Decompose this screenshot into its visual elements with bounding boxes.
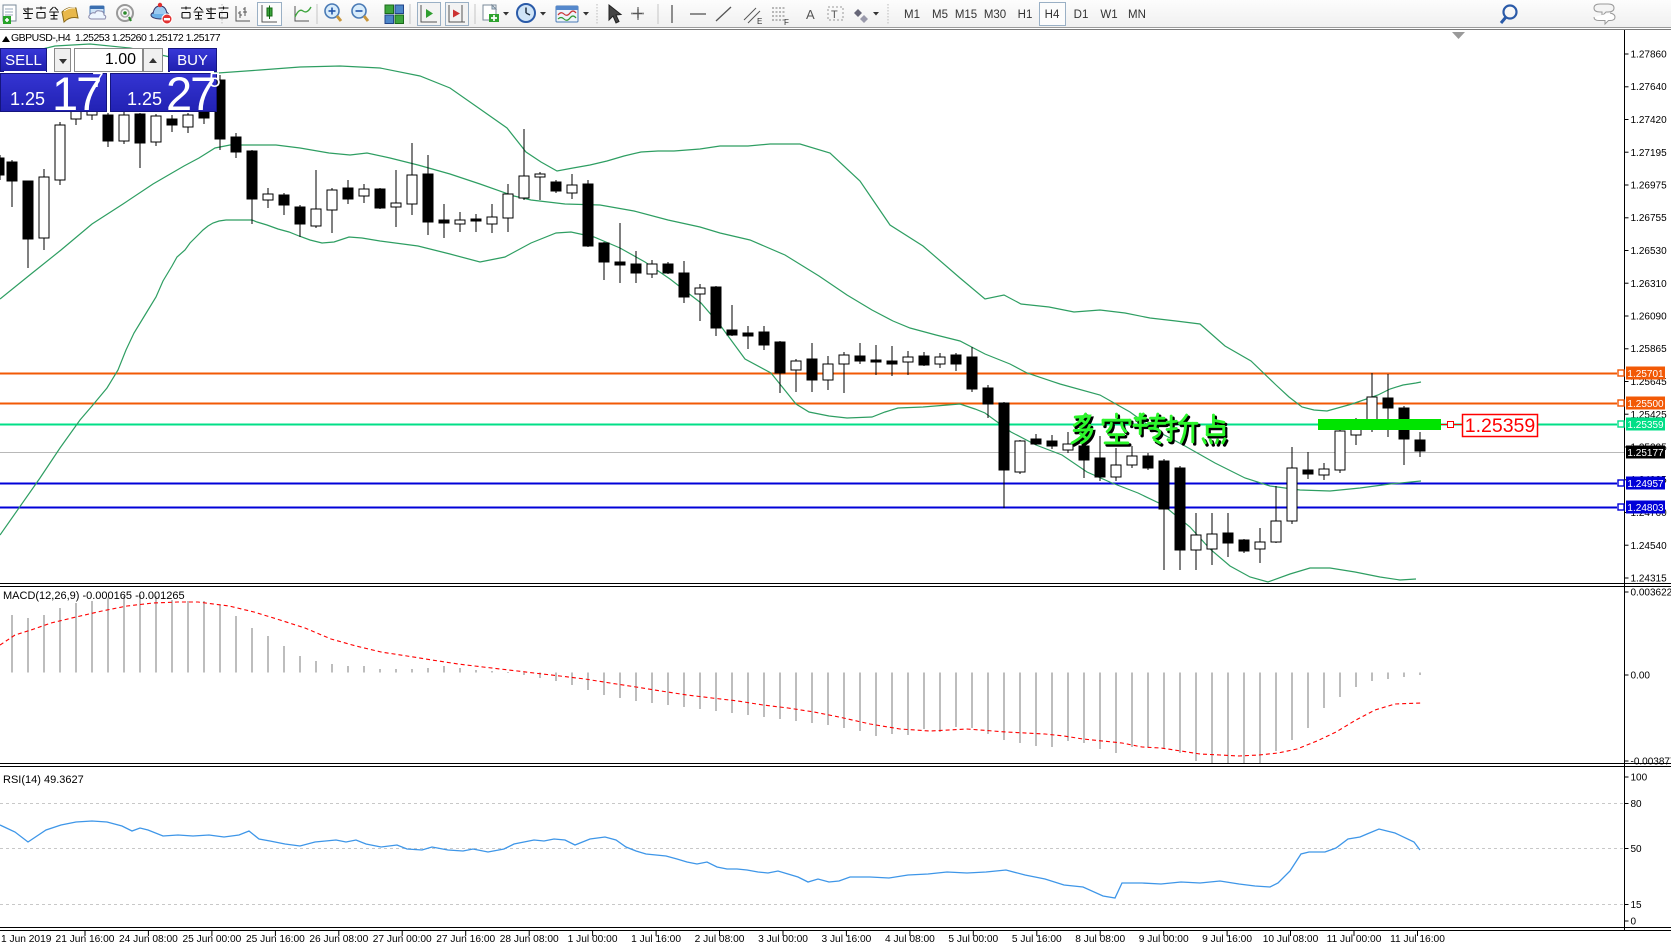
svg-text:1.26530: 1.26530: [1631, 246, 1668, 257]
svg-text:3 Jul 00:00: 3 Jul 00:00: [758, 934, 808, 945]
svg-text:M5: M5: [932, 9, 948, 21]
svg-text:27 Jun 16:00: 27 Jun 16:00: [436, 934, 495, 945]
svg-text:1.24315: 1.24315: [1631, 574, 1668, 585]
svg-text:2 Jul 08:00: 2 Jul 08:00: [695, 934, 745, 945]
svg-text:1.25865: 1.25865: [1631, 344, 1668, 355]
svg-text:1.25359: 1.25359: [1627, 420, 1664, 431]
svg-text:25 Jun 16:00: 25 Jun 16:00: [246, 934, 305, 945]
svg-text:-0.003877: -0.003877: [1631, 757, 1671, 768]
svg-text:9 Jul 00:00: 9 Jul 00:00: [1139, 934, 1189, 945]
svg-text:MN: MN: [1128, 9, 1146, 21]
svg-text:1.27195: 1.27195: [1631, 148, 1668, 159]
svg-text:21 Jun 16:00: 21 Jun 16:00: [56, 934, 115, 945]
svg-text:1.26975: 1.26975: [1631, 181, 1668, 192]
svg-text:5 Jul 00:00: 5 Jul 00:00: [948, 934, 998, 945]
svg-text:1.25177: 1.25177: [1627, 448, 1664, 459]
svg-text:1.27860: 1.27860: [1631, 50, 1668, 61]
svg-text:1 Jul 00:00: 1 Jul 00:00: [568, 934, 618, 945]
svg-text:28 Jun 08:00: 28 Jun 08:00: [500, 934, 559, 945]
svg-text:5 Jul 16:00: 5 Jul 16:00: [1012, 934, 1062, 945]
svg-text:11 Jul 16:00: 11 Jul 16:00: [1390, 934, 1445, 945]
svg-text:RSI(14) 49.3627: RSI(14) 49.3627: [3, 774, 84, 786]
svg-text:0.003622: 0.003622: [1631, 588, 1671, 599]
svg-text:3 Jul 16:00: 3 Jul 16:00: [821, 934, 871, 945]
svg-text:8 Jul 08:00: 8 Jul 08:00: [1075, 934, 1125, 945]
svg-text:10 Jul 08:00: 10 Jul 08:00: [1263, 934, 1319, 945]
svg-text:0: 0: [1631, 917, 1637, 928]
svg-text:1.26310: 1.26310: [1631, 279, 1668, 290]
svg-text:M1: M1: [904, 9, 920, 21]
svg-text:1.25359: 1.25359: [1465, 415, 1536, 437]
svg-text:1.24803: 1.24803: [1627, 503, 1664, 514]
svg-text:4 Jul 08:00: 4 Jul 08:00: [885, 934, 935, 945]
svg-text:50: 50: [1631, 844, 1643, 855]
svg-text:1.25701: 1.25701: [1627, 369, 1664, 380]
svg-text:W1: W1: [1100, 9, 1117, 21]
svg-text:1.25425: 1.25425: [1631, 410, 1668, 421]
svg-text:1.24540: 1.24540: [1631, 541, 1668, 552]
svg-text:F: F: [784, 18, 789, 27]
svg-text:80: 80: [1631, 799, 1643, 810]
svg-text:9 Jul 16:00: 9 Jul 16:00: [1202, 934, 1252, 945]
svg-text:MACD(12,26,9) -0.000165 -0.001: MACD(12,26,9) -0.000165 -0.001265: [3, 590, 185, 602]
svg-text:1.26090: 1.26090: [1631, 312, 1668, 323]
svg-text:D1: D1: [1074, 9, 1089, 21]
svg-text:1 Jun 2019: 1 Jun 2019: [1, 934, 52, 945]
svg-text:1.27420: 1.27420: [1631, 115, 1668, 126]
svg-text:E: E: [757, 17, 762, 26]
svg-text:M30: M30: [984, 9, 1006, 21]
svg-text:M15: M15: [955, 9, 977, 21]
svg-text:1.27640: 1.27640: [1631, 82, 1668, 93]
svg-text:27 Jun 00:00: 27 Jun 00:00: [373, 934, 432, 945]
svg-text:1.26755: 1.26755: [1631, 213, 1668, 224]
svg-text:26 Jun 08:00: 26 Jun 08:00: [309, 934, 368, 945]
svg-text:11 Jul 00:00: 11 Jul 00:00: [1327, 934, 1382, 945]
svg-text:0.00: 0.00: [1631, 671, 1651, 682]
svg-text:A: A: [806, 7, 815, 22]
svg-text:25 Jun 00:00: 25 Jun 00:00: [182, 934, 241, 945]
svg-text:1 Jul 16:00: 1 Jul 16:00: [631, 934, 681, 945]
svg-text:1.24957: 1.24957: [1627, 479, 1664, 490]
svg-text:H1: H1: [1018, 9, 1033, 21]
svg-text:1.25645: 1.25645: [1631, 377, 1668, 388]
svg-text:1.25500: 1.25500: [1627, 399, 1664, 410]
svg-text:H4: H4: [1045, 9, 1060, 21]
svg-text:100: 100: [1631, 773, 1648, 784]
svg-text:T: T: [831, 9, 838, 21]
svg-text:15: 15: [1631, 900, 1643, 911]
svg-text:24 Jun 08:00: 24 Jun 08:00: [119, 934, 178, 945]
